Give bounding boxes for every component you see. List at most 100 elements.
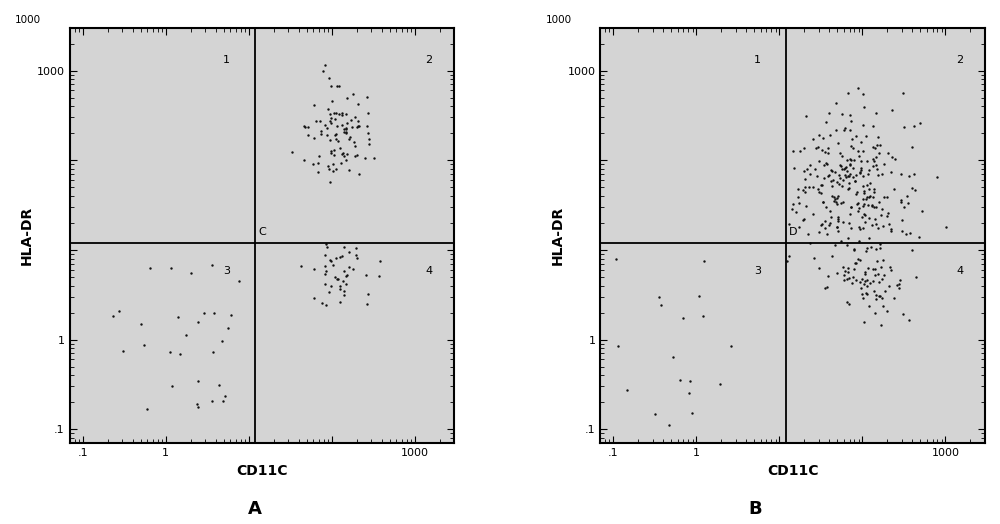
Point [868, 203, 884, 212]
Point [325, 261, 341, 269]
Point [820, 172, 836, 180]
Point [211, 381, 227, 389]
Point [861, 214, 877, 222]
Point [672, 376, 688, 384]
Point [846, 265, 862, 273]
Point [339, 150, 355, 158]
Point [334, 150, 350, 158]
Point [893, 198, 909, 206]
Point [315, 67, 331, 75]
Point [334, 111, 350, 119]
Point [797, 174, 813, 183]
Point [859, 193, 875, 202]
Point [837, 267, 853, 276]
Point [305, 160, 321, 168]
Point [321, 165, 337, 173]
Point [336, 152, 352, 161]
Point [347, 142, 363, 150]
Point [798, 201, 814, 210]
Point [851, 223, 867, 231]
Point [297, 123, 313, 131]
Point [308, 117, 324, 126]
Point [296, 122, 312, 130]
Point [684, 408, 700, 417]
Text: B: B [748, 499, 762, 518]
Point [327, 131, 343, 139]
Point [852, 169, 868, 178]
Text: 4: 4 [426, 266, 433, 276]
Point [336, 291, 352, 299]
Point [842, 155, 858, 163]
Point [341, 247, 357, 256]
Point [832, 149, 848, 158]
Point [819, 230, 835, 238]
Point [807, 165, 823, 173]
Point [341, 263, 357, 271]
Point [796, 144, 812, 152]
Point [884, 153, 900, 161]
Point [829, 178, 845, 186]
Point [608, 255, 624, 263]
Point [884, 106, 900, 115]
Point [336, 127, 352, 136]
Point [837, 124, 853, 132]
Point [848, 132, 864, 140]
Point [338, 110, 354, 118]
Point [849, 188, 865, 196]
Point [798, 112, 814, 120]
Point [334, 252, 350, 260]
Point [797, 188, 813, 196]
Point [872, 141, 888, 149]
Text: C: C [259, 227, 266, 237]
Point [911, 233, 927, 242]
Point [845, 144, 861, 152]
Point [861, 302, 877, 311]
Point [790, 185, 806, 193]
Point [879, 211, 895, 220]
Point [323, 113, 339, 122]
Point [862, 179, 878, 188]
Point [827, 194, 843, 203]
Point [827, 168, 843, 176]
Point [653, 301, 669, 310]
Point [810, 143, 826, 151]
Point [323, 282, 339, 290]
Point [349, 123, 365, 131]
Point [336, 125, 352, 133]
Point [883, 266, 899, 274]
Point [850, 208, 866, 216]
Point [838, 163, 854, 171]
Point [327, 272, 343, 281]
Point [871, 278, 887, 286]
Point [842, 159, 858, 168]
Point [320, 162, 336, 171]
Point [335, 149, 351, 157]
Point [856, 188, 872, 196]
Point [328, 108, 344, 117]
Point [837, 164, 853, 172]
Point [852, 168, 868, 177]
Point [840, 171, 856, 180]
Point [883, 227, 899, 235]
Point [841, 184, 857, 192]
Text: A: A [248, 499, 262, 518]
Point [665, 353, 681, 362]
Point [855, 172, 871, 180]
Point [856, 200, 872, 208]
Text: 2: 2 [426, 55, 433, 65]
Point [828, 99, 844, 107]
Point [105, 312, 121, 320]
Point [842, 170, 858, 178]
Point [822, 208, 838, 216]
Point [856, 103, 872, 111]
Point [831, 180, 847, 188]
Point [859, 157, 875, 165]
Point [845, 173, 861, 182]
Point [866, 287, 882, 296]
Point [852, 278, 868, 286]
Point [871, 198, 887, 206]
Point [206, 309, 222, 318]
Point [893, 170, 909, 178]
Point [324, 96, 340, 105]
Point [810, 185, 826, 193]
